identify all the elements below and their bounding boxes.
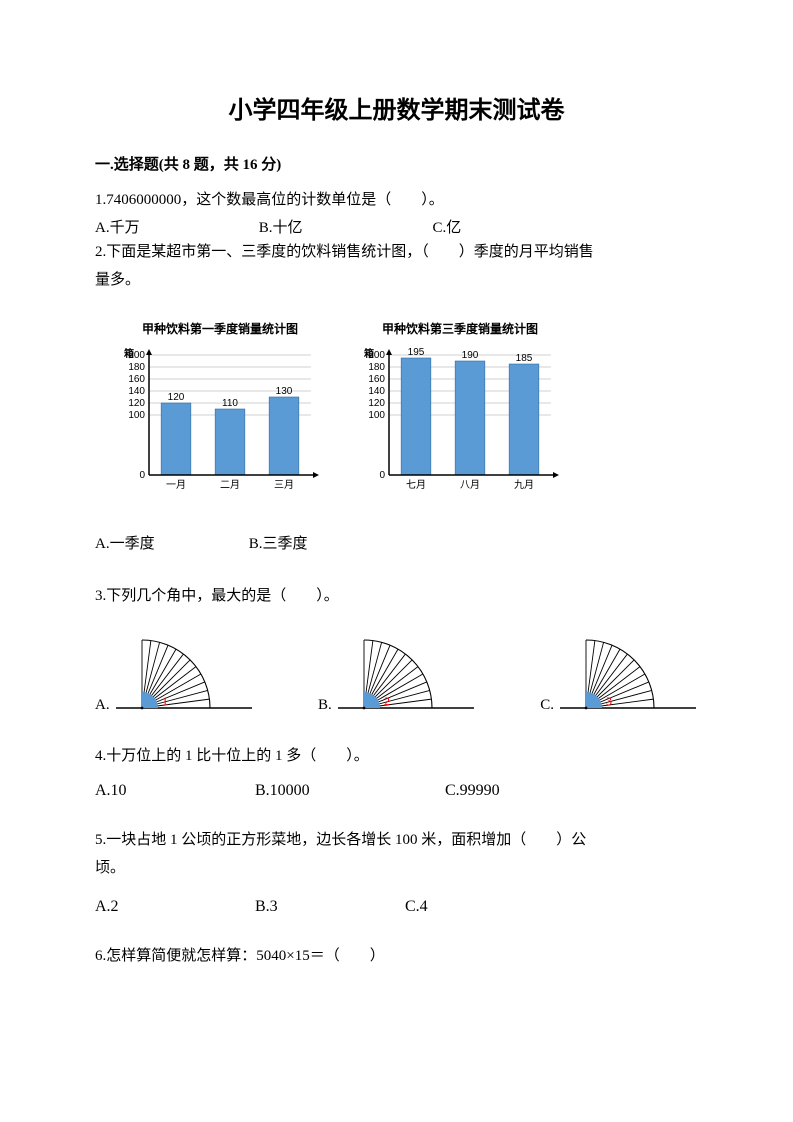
section-1-heading: 一.选择题(共 8 题，共 16 分) xyxy=(95,153,698,174)
q6-text: 6.怎样算简便就怎样算：5040×15＝（ ） xyxy=(95,944,698,968)
q5-opt-c: C.4 xyxy=(405,898,428,916)
svg-text:185: 185 xyxy=(516,353,533,364)
fan-3-svg: 3 xyxy=(558,636,698,714)
svg-text:100: 100 xyxy=(128,410,145,421)
q1-opt-a: A.千万 xyxy=(95,216,255,240)
svg-text:160: 160 xyxy=(368,374,385,385)
svg-text:140: 140 xyxy=(368,386,385,397)
fan-2-svg: 2 xyxy=(336,636,476,714)
chart-1: 甲种饮料第一季度销量统计图 0100120140160180200箱120一月1… xyxy=(115,320,325,502)
q4-opt-a: A.10 xyxy=(95,782,255,800)
svg-text:120: 120 xyxy=(368,398,385,409)
q3-b-label: B. xyxy=(318,697,332,714)
svg-text:2: 2 xyxy=(384,694,390,708)
q5-line2: 顷。 xyxy=(95,856,698,880)
chart-2-svg: 0100120140160180200箱195七月190八月185九月 xyxy=(355,347,565,497)
svg-text:八月: 八月 xyxy=(460,479,480,491)
q1-options: A.千万 B.十亿 C.亿 xyxy=(95,216,698,240)
q3-fans: A. 1 B. 2 C. 3 xyxy=(95,636,698,714)
svg-text:二月: 二月 xyxy=(220,479,240,491)
q2-opt-b: B.三季度 xyxy=(249,532,308,556)
fan-1-svg: 1 xyxy=(114,636,254,714)
q2-line1: 2.下面是某超市第一、三季度的饮料销售统计图，（ ）季度的月平均销售 xyxy=(95,240,698,264)
svg-text:120: 120 xyxy=(128,398,145,409)
svg-text:3: 3 xyxy=(606,694,612,708)
svg-text:箱: 箱 xyxy=(364,347,374,360)
q2-options: A.一季度 B.三季度 xyxy=(95,532,698,556)
svg-text:190: 190 xyxy=(462,350,479,361)
svg-text:三月: 三月 xyxy=(274,479,294,491)
q1-opt-b: B.十亿 xyxy=(259,216,429,240)
q3-fan-c: C. 3 xyxy=(540,636,698,714)
q3-fan-a: A. 1 xyxy=(95,636,254,714)
q5-opt-a: A.2 xyxy=(95,898,255,916)
q3-text: 3.下列几个角中，最大的是（ ）。 xyxy=(95,584,698,608)
svg-text:0: 0 xyxy=(379,470,385,481)
q5-options: A.2 B.3 C.4 xyxy=(95,898,698,916)
svg-text:110: 110 xyxy=(222,398,238,409)
svg-text:箱: 箱 xyxy=(124,347,134,360)
chart-2: 甲种饮料第三季度销量统计图 0100120140160180200箱195七月1… xyxy=(355,320,565,502)
q4-text: 4.十万位上的 1 比十位上的 1 多（ ）。 xyxy=(95,744,698,768)
chart-1-title: 甲种饮料第一季度销量统计图 xyxy=(115,320,325,337)
q1-text: 1.7406000000，这个数最高位的计数单位是（ ）。 xyxy=(95,188,698,212)
q4-opt-b: B.10000 xyxy=(255,782,445,800)
svg-text:160: 160 xyxy=(128,374,145,385)
svg-text:130: 130 xyxy=(276,386,293,397)
svg-text:180: 180 xyxy=(128,362,145,373)
svg-text:100: 100 xyxy=(368,410,385,421)
chart-2-title: 甲种饮料第三季度销量统计图 xyxy=(355,320,565,337)
q3-a-label: A. xyxy=(95,697,110,714)
q4-opt-c: C.99990 xyxy=(445,782,500,800)
q1-opt-c: C.亿 xyxy=(433,216,462,240)
svg-text:九月: 九月 xyxy=(514,479,534,491)
q5-line1: 5.一块占地 1 公顷的正方形菜地，边长各增长 100 米，面积增加（ ）公 xyxy=(95,828,698,852)
svg-text:七月: 七月 xyxy=(406,479,426,491)
svg-text:195: 195 xyxy=(408,347,425,358)
svg-text:0: 0 xyxy=(139,470,145,481)
page-title: 小学四年级上册数学期末测试卷 xyxy=(95,90,698,125)
q2-opt-a: A.一季度 xyxy=(95,532,245,556)
q4-options: A.10 B.10000 C.99990 xyxy=(95,782,698,800)
svg-text:1: 1 xyxy=(162,694,168,708)
q3-c-label: C. xyxy=(540,697,554,714)
svg-text:一月: 一月 xyxy=(166,479,186,491)
chart-1-svg: 0100120140160180200箱120一月110二月130三月 xyxy=(115,347,325,497)
svg-text:140: 140 xyxy=(128,386,145,397)
svg-text:180: 180 xyxy=(368,362,385,373)
svg-text:120: 120 xyxy=(168,392,185,403)
q2-line2: 量多。 xyxy=(95,268,698,292)
charts-row: 甲种饮料第一季度销量统计图 0100120140160180200箱120一月1… xyxy=(115,320,698,502)
q5-opt-b: B.3 xyxy=(255,898,405,916)
q3-fan-b: B. 2 xyxy=(318,636,476,714)
